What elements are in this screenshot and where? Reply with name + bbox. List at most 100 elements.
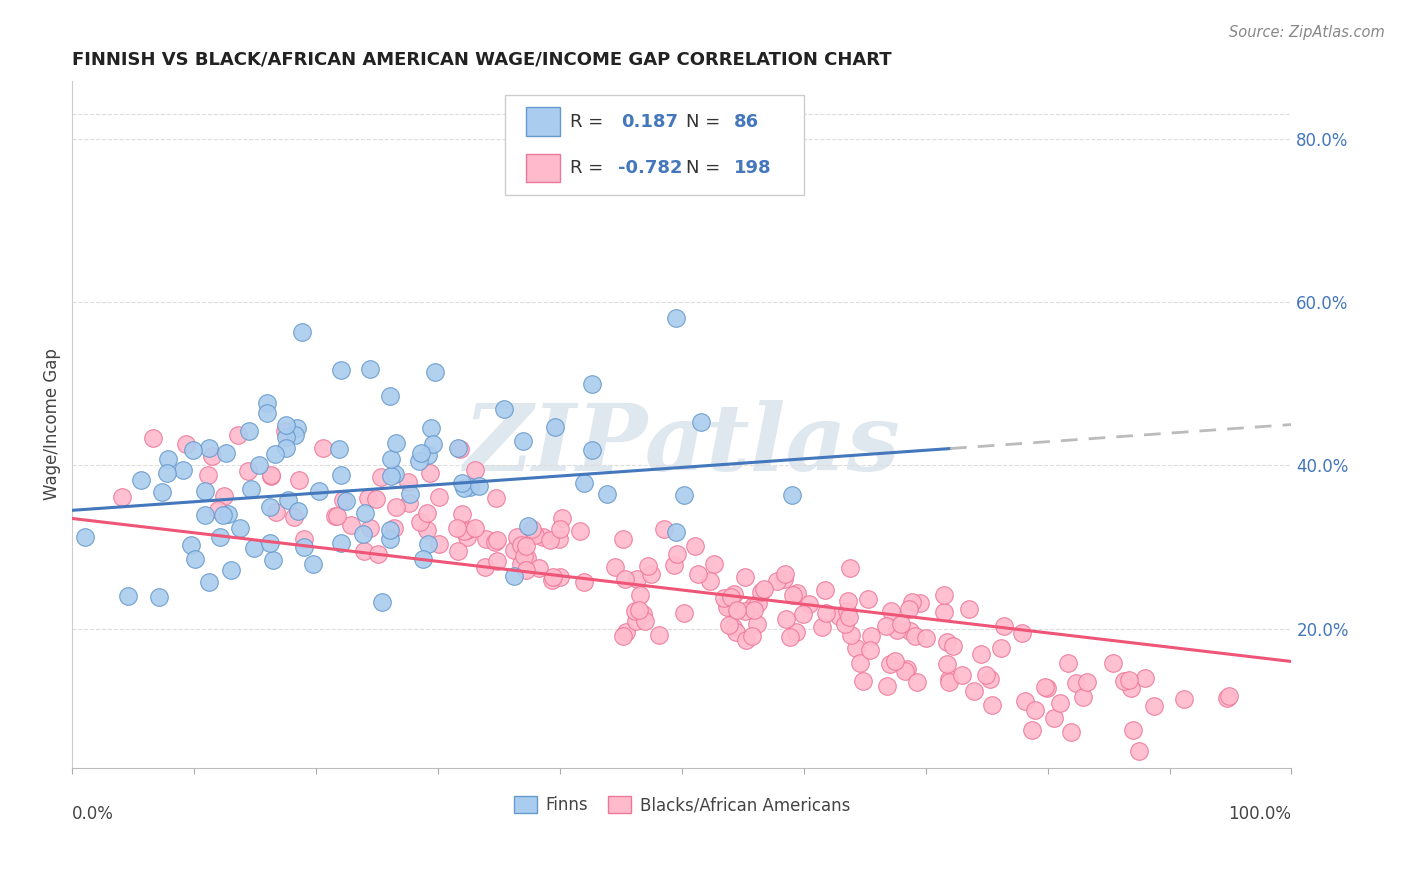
Point xyxy=(447,441,470,455)
Point xyxy=(384,467,406,481)
Point xyxy=(380,452,402,467)
Point xyxy=(1101,656,1123,670)
Point xyxy=(239,482,262,496)
Point xyxy=(1118,673,1140,687)
Point xyxy=(277,493,299,508)
Point xyxy=(914,632,936,646)
Point xyxy=(456,523,478,537)
Point xyxy=(747,596,769,610)
Point xyxy=(936,657,959,671)
Point xyxy=(207,503,229,517)
Point xyxy=(274,424,297,438)
Point xyxy=(713,591,735,606)
Point xyxy=(385,500,408,514)
Point xyxy=(148,590,170,604)
Point xyxy=(1121,681,1143,696)
Point xyxy=(942,639,965,653)
Point xyxy=(217,508,239,522)
Point xyxy=(378,389,401,403)
Point xyxy=(852,673,875,688)
Point xyxy=(734,604,756,618)
Point xyxy=(1024,703,1046,717)
Point xyxy=(1112,673,1135,688)
Point xyxy=(198,441,221,455)
Point xyxy=(574,475,596,490)
Point xyxy=(221,563,243,577)
Point xyxy=(446,521,468,535)
Point xyxy=(247,458,270,473)
Point xyxy=(626,572,648,586)
Point xyxy=(568,524,591,538)
Point xyxy=(283,510,305,524)
Point xyxy=(1218,689,1240,703)
Point xyxy=(856,591,879,606)
Point xyxy=(380,469,402,483)
Point xyxy=(1021,723,1043,737)
Point xyxy=(292,540,315,554)
Point xyxy=(950,668,973,682)
Point xyxy=(354,507,377,521)
FancyBboxPatch shape xyxy=(505,95,804,194)
Point xyxy=(720,590,742,604)
Point xyxy=(513,549,536,563)
Point xyxy=(291,325,314,339)
Point xyxy=(797,597,820,611)
Point xyxy=(418,448,440,462)
Point xyxy=(1011,626,1033,640)
Point xyxy=(73,529,96,543)
Point xyxy=(328,442,350,457)
Point xyxy=(264,447,287,461)
Point xyxy=(353,543,375,558)
Point xyxy=(734,569,756,583)
Point xyxy=(886,623,908,637)
Point xyxy=(427,536,450,550)
Point xyxy=(512,434,534,449)
Point xyxy=(614,625,637,640)
Point xyxy=(624,614,647,628)
Point xyxy=(627,602,650,616)
Point xyxy=(359,362,381,376)
Point xyxy=(828,609,851,624)
Point xyxy=(665,310,688,325)
Point xyxy=(647,628,669,642)
Point xyxy=(814,606,837,620)
Point xyxy=(197,467,219,482)
Point xyxy=(837,594,859,608)
Point xyxy=(260,468,283,483)
Point xyxy=(1071,690,1094,705)
Point xyxy=(1215,690,1237,705)
Text: 0.187: 0.187 xyxy=(621,112,678,130)
Point xyxy=(468,479,491,493)
Text: ZIPatlas: ZIPatlas xyxy=(464,401,900,490)
Point xyxy=(531,530,554,544)
Point xyxy=(672,488,695,502)
Point xyxy=(981,698,1004,713)
Point xyxy=(150,484,173,499)
Point xyxy=(503,568,526,582)
Point xyxy=(326,509,349,524)
Point xyxy=(212,508,235,522)
Point xyxy=(503,543,526,558)
Point xyxy=(1143,699,1166,714)
Point xyxy=(1043,711,1066,725)
Point xyxy=(172,463,194,477)
Point xyxy=(197,574,219,589)
Point xyxy=(875,619,897,633)
Point xyxy=(838,610,860,624)
Point xyxy=(686,567,709,582)
Point xyxy=(194,483,217,498)
Point xyxy=(735,632,758,647)
FancyBboxPatch shape xyxy=(526,107,560,136)
Point xyxy=(409,446,432,460)
Point xyxy=(256,406,278,420)
Point xyxy=(725,603,748,617)
Point xyxy=(264,505,287,519)
Point xyxy=(990,641,1012,656)
Point xyxy=(364,491,387,506)
Point xyxy=(938,675,960,690)
Point xyxy=(242,541,264,555)
Point xyxy=(883,654,905,668)
Point xyxy=(634,615,657,629)
Point xyxy=(110,490,132,504)
FancyBboxPatch shape xyxy=(526,153,560,182)
